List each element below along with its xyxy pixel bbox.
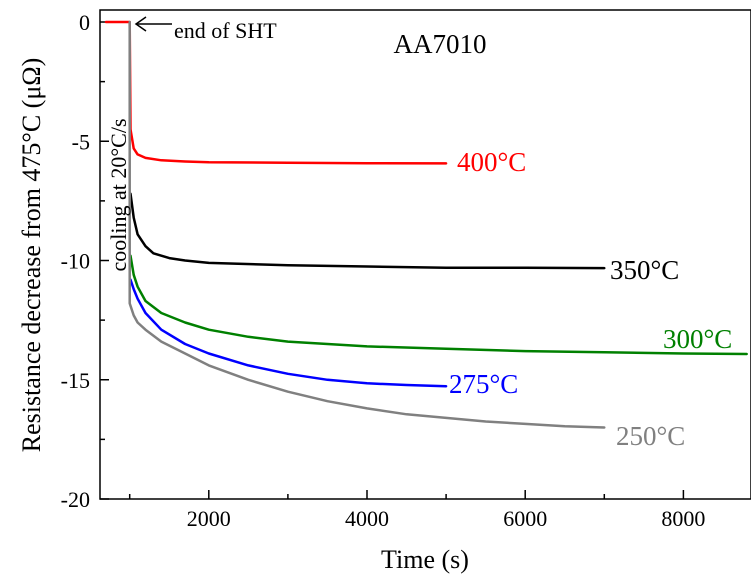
series-label-300: 300°C [663, 324, 732, 354]
y-tick-label: -20 [61, 487, 90, 512]
chart-title: AA7010 [394, 29, 487, 59]
series-group [104, 20, 748, 429]
series-label-350: 350°C [610, 255, 679, 285]
series-line-2 [129, 254, 748, 356]
x-tick-label: 8000 [661, 506, 705, 531]
series-label-250: 250°C [616, 421, 685, 451]
plot-frame [99, 9, 751, 500]
x-axis-title: Time (s) [381, 545, 469, 574]
ticks: 2000 4000 6000 8000 0 -5 -10 -15 -20 [61, 10, 706, 531]
y-tick-label: 0 [79, 10, 90, 35]
y-tick-label: -5 [72, 129, 90, 154]
end-of-sht-arrow-head [134, 16, 147, 32]
end-of-sht-annotation: end of SHT [134, 16, 277, 43]
end-of-sht-label: end of SHT [174, 18, 277, 43]
series-label-400: 400°C [457, 147, 526, 177]
series-line-4 [128, 20, 606, 429]
y-tick-label: -15 [61, 368, 90, 393]
series-label-275: 275°C [449, 369, 518, 399]
cooling-label: cooling at 20°C/s [106, 118, 131, 271]
x-tick-label: 4000 [345, 506, 389, 531]
y-axis-title: Resistance decrease from 475°C (μΩ) [17, 58, 46, 453]
series-line-1 [129, 192, 606, 270]
y-tick-label: -10 [61, 249, 90, 274]
series-line-3 [129, 278, 448, 388]
x-tick-label: 2000 [187, 506, 231, 531]
x-tick-label: 6000 [503, 506, 547, 531]
